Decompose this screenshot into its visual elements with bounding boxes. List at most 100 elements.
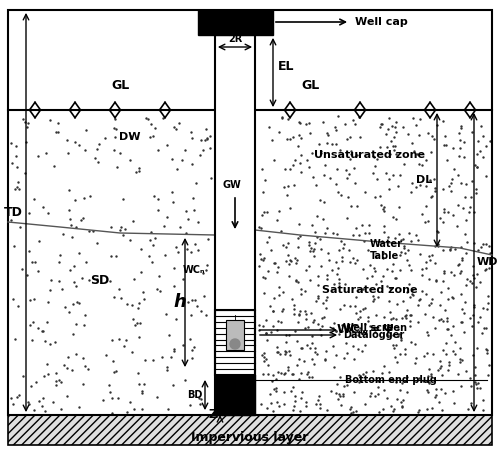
- Point: [346, 133, 354, 140]
- Point: [316, 404, 324, 412]
- Point: [396, 386, 404, 393]
- Point: [310, 252, 318, 260]
- Text: GL: GL: [301, 79, 319, 92]
- Point: [168, 155, 176, 163]
- Point: [8, 160, 16, 167]
- Point: [324, 131, 332, 138]
- Point: [66, 308, 74, 315]
- Point: [280, 388, 287, 396]
- Point: [345, 246, 353, 254]
- Point: [94, 158, 102, 165]
- Point: [440, 208, 448, 215]
- Point: [359, 370, 367, 377]
- Point: [202, 312, 210, 319]
- Point: [346, 405, 354, 413]
- Point: [338, 244, 346, 251]
- Point: [447, 331, 455, 338]
- Point: [308, 149, 316, 157]
- Point: [154, 147, 162, 154]
- Point: [460, 298, 468, 305]
- Point: [317, 149, 325, 157]
- Point: [256, 255, 264, 263]
- Point: [351, 179, 359, 186]
- Text: Datalogger: Datalogger: [343, 330, 404, 340]
- Point: [456, 318, 464, 325]
- Point: [393, 358, 401, 366]
- Point: [315, 140, 323, 147]
- Point: [353, 202, 361, 209]
- Point: [280, 370, 288, 377]
- Point: [438, 362, 446, 370]
- Point: [262, 337, 270, 344]
- Point: [332, 352, 340, 359]
- Point: [116, 335, 124, 343]
- Point: [452, 223, 460, 230]
- Point: [342, 350, 350, 357]
- Point: [407, 339, 415, 346]
- Point: [320, 355, 328, 362]
- Point: [322, 348, 330, 355]
- Point: [46, 117, 54, 124]
- Point: [403, 257, 411, 264]
- Point: [314, 272, 322, 279]
- Point: [148, 242, 156, 249]
- Point: [272, 388, 280, 395]
- Point: [318, 314, 326, 321]
- Point: [398, 314, 406, 321]
- Point: [270, 156, 278, 164]
- Point: [322, 293, 330, 301]
- Point: [285, 273, 293, 280]
- Point: [40, 337, 48, 345]
- Point: [106, 277, 114, 284]
- Point: [273, 217, 281, 224]
- Point: [474, 247, 482, 254]
- Point: [308, 221, 316, 228]
- Bar: [8, 415, 492, 445]
- Point: [385, 115, 393, 122]
- Text: Well screen: Well screen: [343, 323, 407, 333]
- Point: [361, 320, 369, 327]
- Point: [50, 163, 58, 170]
- Point: [192, 180, 200, 187]
- Point: [486, 361, 494, 368]
- Point: [90, 154, 98, 161]
- Point: [468, 399, 475, 406]
- Point: [34, 398, 42, 405]
- Point: [440, 246, 448, 253]
- Point: [452, 245, 460, 253]
- Point: [52, 381, 60, 388]
- Point: [268, 136, 276, 143]
- Point: [187, 312, 195, 319]
- Point: [388, 408, 396, 415]
- Point: [476, 278, 484, 285]
- Point: [349, 342, 357, 349]
- Point: [206, 132, 214, 139]
- Text: GW: GW: [222, 180, 242, 190]
- Point: [428, 296, 436, 303]
- Point: [288, 295, 296, 303]
- Point: [272, 344, 280, 351]
- Point: [72, 283, 80, 290]
- Point: [426, 299, 434, 307]
- Point: [483, 349, 491, 356]
- Point: [462, 250, 470, 257]
- Point: [478, 304, 486, 312]
- Point: [60, 361, 68, 368]
- Point: [302, 399, 310, 406]
- Point: [294, 319, 302, 326]
- Point: [264, 124, 272, 131]
- Text: SD: SD: [90, 273, 110, 287]
- Point: [336, 373, 344, 381]
- Point: [272, 384, 280, 391]
- Point: [366, 322, 374, 329]
- Point: [440, 318, 448, 325]
- Point: [280, 401, 287, 408]
- Point: [470, 271, 478, 279]
- Point: [52, 377, 60, 384]
- Point: [448, 293, 456, 301]
- Point: [266, 390, 274, 398]
- Point: [380, 205, 388, 213]
- Point: [184, 298, 192, 306]
- Point: [355, 232, 363, 239]
- Point: [383, 282, 391, 290]
